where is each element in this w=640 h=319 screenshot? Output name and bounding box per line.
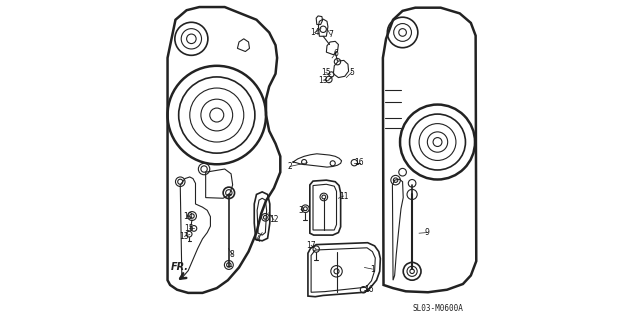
Text: 13: 13 [180, 232, 189, 241]
Text: 15: 15 [184, 224, 194, 233]
Text: 4: 4 [255, 235, 260, 244]
Text: 9: 9 [425, 228, 430, 237]
Text: 5: 5 [349, 68, 354, 77]
Text: 13: 13 [318, 76, 328, 85]
Text: SL03-M0600A: SL03-M0600A [413, 304, 463, 313]
Text: 14: 14 [310, 28, 319, 37]
Text: 15: 15 [321, 68, 330, 77]
Text: 3: 3 [298, 206, 303, 215]
Text: 16: 16 [364, 285, 373, 294]
Text: FR.: FR. [171, 262, 189, 272]
Text: 12: 12 [269, 215, 278, 224]
Text: 1: 1 [370, 264, 375, 274]
Text: 6: 6 [333, 48, 339, 58]
Text: 8: 8 [230, 250, 235, 259]
Text: 7: 7 [328, 30, 333, 39]
Text: 2: 2 [287, 162, 292, 171]
Text: 11: 11 [339, 191, 348, 201]
Text: 16: 16 [354, 158, 364, 167]
Text: 17: 17 [307, 241, 316, 250]
Text: 10: 10 [184, 211, 193, 220]
